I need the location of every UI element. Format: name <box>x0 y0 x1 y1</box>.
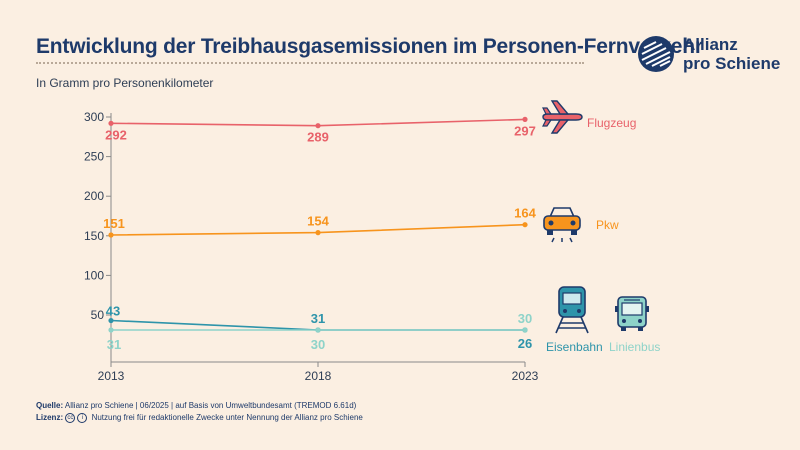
data-label-eisenbahn: 26 <box>518 336 532 351</box>
data-point-pkw <box>108 232 114 238</box>
data-point-eisenbahn <box>108 317 114 324</box>
data-point-flugzeug <box>108 120 114 126</box>
y-tick-label: 100 <box>84 268 104 282</box>
by-icon: i <box>77 412 88 423</box>
logo-icon <box>638 36 674 72</box>
data-label-flugzeug: 292 <box>105 127 127 142</box>
logo-line2: pro Schiene <box>683 54 781 73</box>
y-tick-label: 300 <box>84 110 104 124</box>
data-point-pkw <box>522 222 528 228</box>
data-label-linienbus: 30 <box>518 311 532 326</box>
data-label-pkw: 151 <box>103 216 125 231</box>
data-label-eisenbahn: 43 <box>106 304 120 319</box>
license-text: Nutzung frei für redaktionelle Zwecke un… <box>91 413 363 422</box>
x-tick-label: 2018 <box>305 369 332 383</box>
data-label-flugzeug: 297 <box>514 123 536 138</box>
y-tick-label: 150 <box>84 229 104 243</box>
x-tick-label: 2013 <box>98 369 125 383</box>
y-tick-label: 250 <box>84 150 104 164</box>
series-label-pkw: Pkw <box>596 218 619 232</box>
license-label: Lizenz: <box>36 413 64 422</box>
train-icon <box>555 286 589 334</box>
bus-icon <box>615 296 649 331</box>
series-label-flugzeug: Flugzeug <box>587 116 637 130</box>
airplane-icon <box>542 100 583 134</box>
logo-line1: Allianz <box>683 35 738 54</box>
source-note: Quelle: Allianz pro Schiene | 06/2025 | … <box>36 400 363 424</box>
x-tick-label: 2023 <box>512 369 539 383</box>
source-label: Quelle: <box>36 401 64 410</box>
source-text: Allianz pro Schiene | 06/2025 | auf Basi… <box>64 401 357 410</box>
series-label-linienbus: Linienbus <box>609 340 661 354</box>
logo-text: Allianz pro Schiene <box>683 35 780 73</box>
data-point-flugzeug <box>522 116 528 122</box>
data-point-linienbus <box>108 327 114 333</box>
license-line: Lizenz: cc i Nutzung frei für redaktionel… <box>36 412 363 424</box>
data-label-flugzeug: 289 <box>307 130 329 145</box>
data-label-pkw: 164 <box>514 206 536 221</box>
chart-title: Entwicklung der Treibhausgasemissionen i… <box>36 35 703 58</box>
data-label-linienbus: 30 <box>311 337 325 352</box>
title-divider <box>36 62 584 64</box>
car-icon <box>543 207 581 243</box>
y-tick-label: 50 <box>91 308 105 322</box>
cc-icon: cc <box>65 412 76 423</box>
y-tick-label: 200 <box>84 189 104 203</box>
data-label-linienbus: 31 <box>107 337 121 352</box>
series-label-eisenbahn: Eisenbahn <box>546 340 603 354</box>
data-point-flugzeug <box>315 123 321 129</box>
data-label-pkw: 154 <box>307 214 329 229</box>
chart-subtitle: In Gramm pro Personenkilometer <box>36 76 214 90</box>
source-line: Quelle: Allianz pro Schiene | 06/2025 | … <box>36 400 363 412</box>
data-point-pkw <box>315 230 321 236</box>
data-point-linienbus <box>522 327 528 333</box>
data-point-linienbus <box>315 327 321 333</box>
data-label-eisenbahn: 31 <box>311 311 325 326</box>
